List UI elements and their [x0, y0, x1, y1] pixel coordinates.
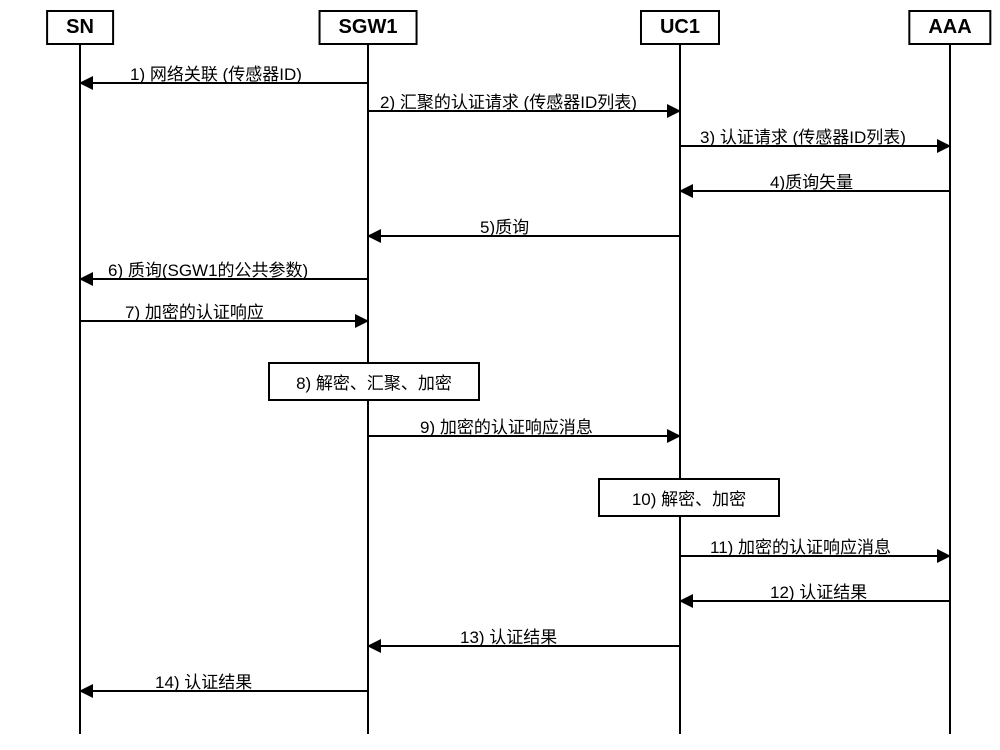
note-8: 8) 解密、汇聚、加密	[268, 362, 480, 401]
msg-11-label: 11) 加密的认证响应消息	[710, 533, 891, 558]
arrowhead-right-icon	[667, 429, 681, 443]
arrowhead-left-icon	[367, 229, 381, 243]
arrowhead-right-icon	[667, 104, 681, 118]
participant-label: SGW1	[339, 16, 398, 38]
note-10-label: 10) 解密、加密	[632, 490, 746, 509]
msg-5-label: 5)质询	[480, 213, 529, 238]
msg-2-label: 2) 汇聚的认证请求 (传感器ID列表)	[380, 88, 637, 113]
arrowhead-left-icon	[679, 184, 693, 198]
participant-label: AAA	[928, 16, 971, 38]
arrowhead-right-icon	[937, 549, 951, 563]
participant-sn: SN	[46, 10, 114, 45]
msg-9-label: 9) 加密的认证响应消息	[420, 413, 593, 438]
note-10: 10) 解密、加密	[598, 478, 780, 517]
arrowhead-right-icon	[355, 314, 369, 328]
arrowhead-left-icon	[79, 272, 93, 286]
arrowhead-right-icon	[937, 139, 951, 153]
arrowhead-left-icon	[79, 684, 93, 698]
participant-uc1: UC1	[640, 10, 720, 45]
participant-aaa: AAA	[908, 10, 991, 45]
arrowhead-left-icon	[79, 76, 93, 90]
participant-label: UC1	[660, 16, 700, 38]
lifeline-uc1	[679, 44, 681, 734]
arrowhead-left-icon	[367, 639, 381, 653]
msg-1-label: 1) 网络关联 (传感器ID)	[130, 60, 302, 85]
msg-14-label: 14) 认证结果	[155, 668, 252, 693]
msg-4-label: 4)质询矢量	[770, 168, 853, 193]
participant-label: SN	[66, 16, 94, 38]
msg-6-label: 6) 质询(SGW1的公共参数)	[108, 256, 308, 281]
msg-13-label: 13) 认证结果	[460, 623, 557, 648]
msg-7-label: 7) 加密的认证响应	[125, 298, 264, 323]
msg-12-label: 12) 认证结果	[770, 578, 867, 603]
note-8-label: 8) 解密、汇聚、加密	[296, 374, 452, 393]
arrowhead-left-icon	[679, 594, 693, 608]
lifeline-sn	[79, 44, 81, 734]
participant-sgw1: SGW1	[319, 10, 418, 45]
msg-3-label: 3) 认证请求 (传感器ID列表)	[700, 123, 906, 148]
sequence-diagram: SN SGW1 UC1 AAA 1) 网络关联 (传感器ID) 2) 汇聚的认证…	[0, 0, 1000, 750]
